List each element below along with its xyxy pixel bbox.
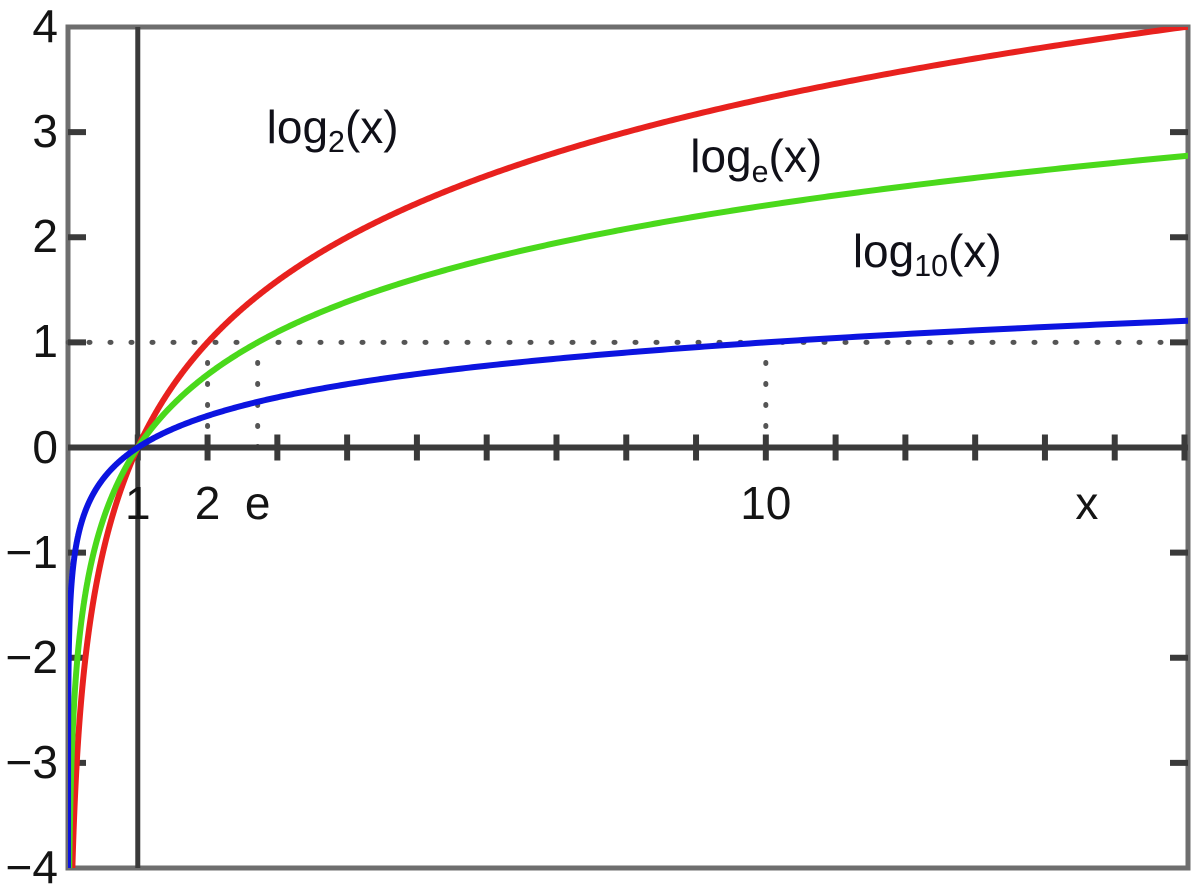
y-tick-label-4: 4 <box>32 0 58 52</box>
curve-label-subscript: 2 <box>328 126 345 160</box>
curve-label-tail: (x) <box>344 101 399 154</box>
curve-loge <box>68 152 1188 868</box>
x-tick-label-e: e <box>244 476 271 529</box>
curve-label-subscript: 10 <box>914 250 948 284</box>
y-tick-label-3: 3 <box>32 105 58 158</box>
x-tick-label-1: 1 <box>124 476 151 529</box>
y-tick-label--1: −1 <box>5 525 58 578</box>
y-tick-label--3: −3 <box>5 735 58 788</box>
curve-label-tail: (x) <box>948 225 1002 278</box>
y-tick-label--2: −2 <box>5 630 58 683</box>
curve-label-log10: log10(x) <box>852 225 1002 282</box>
curve-label-subscript: e <box>751 155 769 189</box>
curves-layer <box>68 27 1188 868</box>
x-axis <box>68 434 1188 461</box>
curve-label-loge: loge(x) <box>690 130 823 187</box>
y-tick-label--4: −4 <box>5 841 58 892</box>
curve-label-log2: log2(x) <box>266 101 399 158</box>
x-tick-label-x: x <box>1075 476 1099 529</box>
y-tick-label-0: 0 <box>32 420 58 473</box>
curve-label-base: log <box>266 101 329 154</box>
y-tick-label-1: 1 <box>32 315 58 368</box>
curve-log10 <box>68 317 1188 868</box>
x-tick-label-10: 10 <box>740 476 792 529</box>
curve-label-base: log <box>852 225 915 278</box>
x-tick-label-2: 2 <box>194 476 221 529</box>
curve-label-base: log <box>690 130 752 183</box>
y-tick-label-2: 2 <box>32 210 58 263</box>
curve-label-tail: (x) <box>768 130 823 183</box>
